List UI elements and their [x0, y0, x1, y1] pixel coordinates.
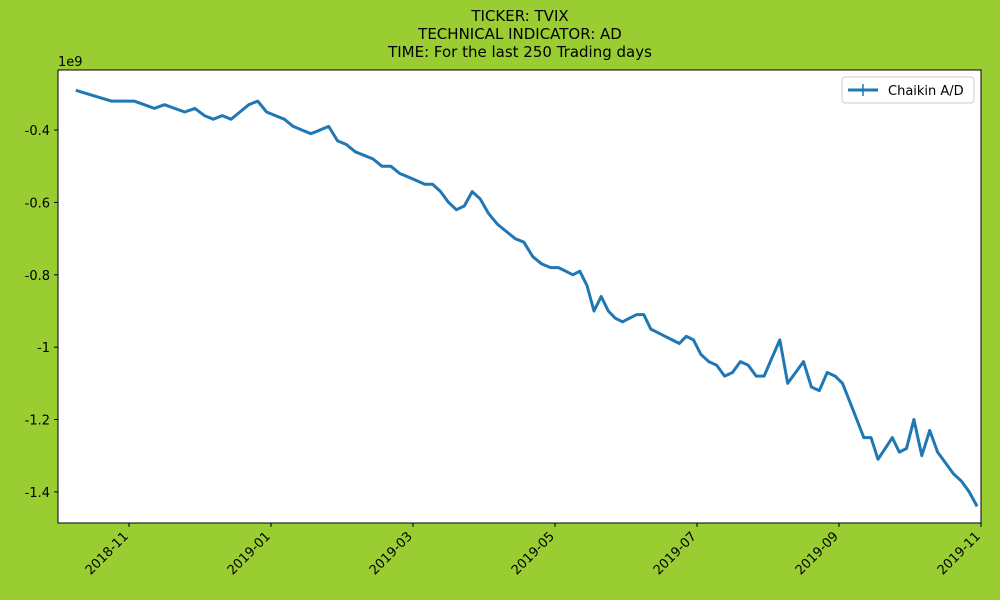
y-offset: 1e9: [58, 55, 83, 70]
y-tick-label: -0.8: [25, 269, 50, 284]
x-tick-label: 2019-07: [651, 529, 700, 578]
legend-box: [841, 76, 975, 104]
legend-label: Chaikin A/D: [888, 84, 964, 99]
x-tick-label: 2019-01: [225, 529, 274, 578]
x-tick-label: 2019-11: [935, 529, 984, 578]
x-tick-label: 2019-09: [793, 529, 842, 578]
y-tick-label: -1.2: [25, 414, 50, 429]
chart-title: TICKER: TVIX: [470, 7, 568, 25]
y-tick-label: -0.4: [25, 124, 50, 139]
x-tick-label: 2019-03: [367, 529, 416, 578]
plot-area: [57, 69, 982, 524]
x-tick-label: 2019-05: [509, 529, 558, 578]
y-tick-label: -1: [37, 341, 50, 356]
y-tick-label: -0.6: [25, 196, 50, 211]
chart-title: TECHNICAL INDICATOR: AD: [417, 25, 622, 43]
y-tick-label: -1.4: [25, 486, 50, 501]
chart-title: TIME: For the last 250 Trading days: [387, 43, 652, 61]
x-tick-label: 2018-11: [83, 529, 132, 578]
data-line: [75, 88, 979, 508]
